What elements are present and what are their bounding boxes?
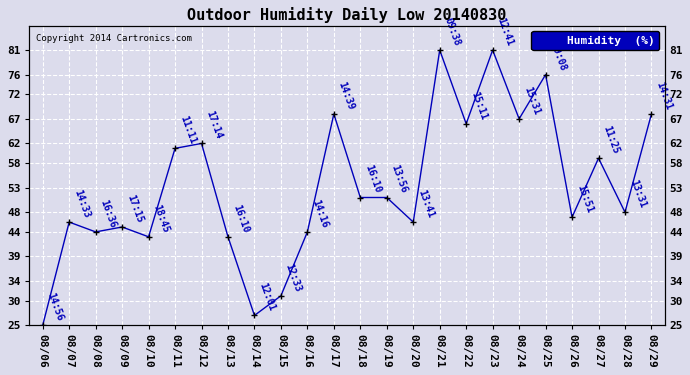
Text: 14:31: 14:31 bbox=[654, 80, 673, 111]
Text: 11:25: 11:25 bbox=[601, 124, 621, 155]
Text: 09:38: 09:38 bbox=[442, 16, 462, 47]
Text: 17:15: 17:15 bbox=[125, 193, 144, 224]
Text: 15:51: 15:51 bbox=[575, 183, 594, 214]
Text: 16:36: 16:36 bbox=[99, 198, 118, 229]
Text: 16:10: 16:10 bbox=[363, 164, 382, 195]
Text: 12:33: 12:33 bbox=[284, 262, 303, 293]
Text: 13:41: 13:41 bbox=[416, 188, 435, 219]
Text: 12:41: 12:41 bbox=[495, 16, 515, 47]
Text: 14:33: 14:33 bbox=[72, 188, 91, 219]
Title: Outdoor Humidity Daily Low 20140830: Outdoor Humidity Daily Low 20140830 bbox=[188, 7, 506, 23]
Text: 15:11: 15:11 bbox=[469, 90, 489, 121]
Text: 17:14: 17:14 bbox=[204, 110, 224, 141]
Text: 16:10: 16:10 bbox=[230, 203, 250, 234]
Text: 13:31: 13:31 bbox=[628, 178, 647, 210]
Text: Copyright 2014 Cartronics.com: Copyright 2014 Cartronics.com bbox=[36, 34, 192, 44]
Text: 13:56: 13:56 bbox=[390, 164, 409, 195]
Text: 12:01: 12:01 bbox=[257, 282, 277, 313]
Text: 11:11: 11:11 bbox=[178, 114, 197, 146]
Text: 14:39: 14:39 bbox=[337, 80, 356, 111]
Text: 15:31: 15:31 bbox=[522, 85, 542, 116]
Text: 14:56: 14:56 bbox=[46, 291, 65, 322]
Legend: Humidity  (%): Humidity (%) bbox=[531, 31, 659, 50]
Text: 18:45: 18:45 bbox=[151, 203, 171, 234]
Text: 14:16: 14:16 bbox=[310, 198, 330, 229]
Text: 09:08: 09:08 bbox=[549, 41, 568, 72]
